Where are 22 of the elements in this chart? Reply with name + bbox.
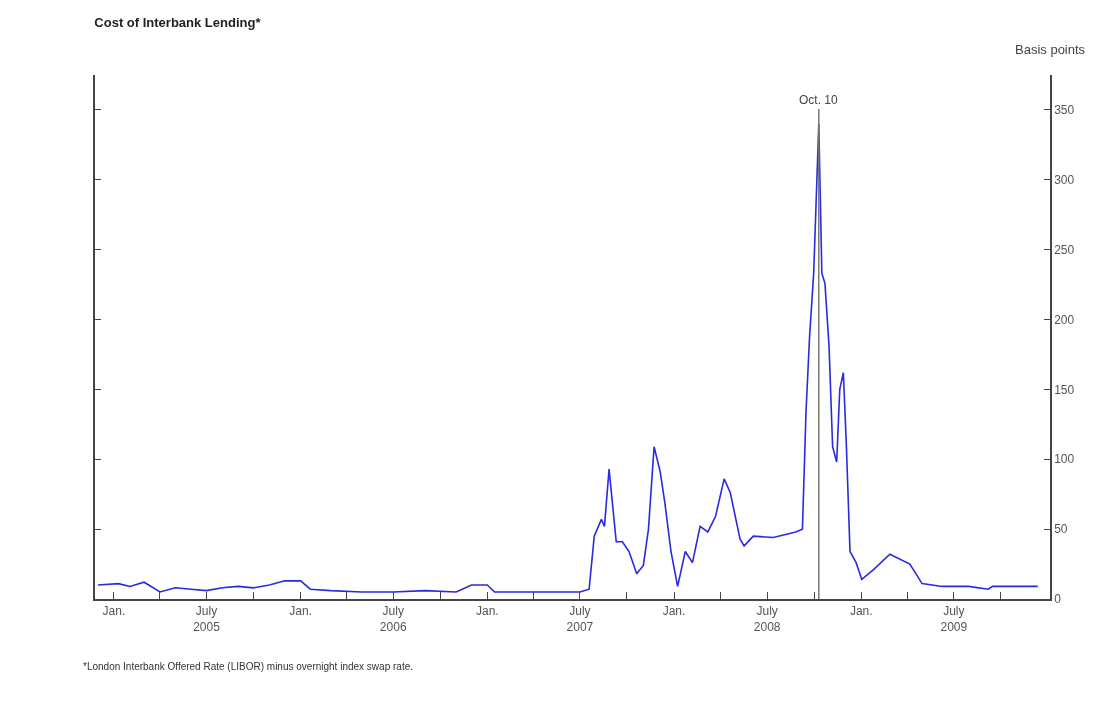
x-tick-label: Jan. <box>102 604 126 619</box>
x-tick-label: Jan. <box>289 604 312 619</box>
y-tick-label: 350 <box>1054 103 1075 118</box>
y-tick-label: 200 <box>1054 312 1075 327</box>
y-tick-label: 0 <box>1054 592 1062 607</box>
x-tick-label: July 2006 <box>379 604 407 634</box>
y-tick-label: 250 <box>1054 242 1075 257</box>
y-tick-label: 50 <box>1054 522 1068 537</box>
y-tick-label: 150 <box>1054 382 1075 397</box>
text: *London Interbank Offered Rate (LIBOR) minus overnight index swap rate. <box>83 661 413 672</box>
y-axis-title: Basis points <box>1015 42 1086 57</box>
y-tick-label: 300 <box>1054 173 1075 187</box>
y-tick-label: 100 <box>1054 452 1075 467</box>
x-tick-label: July 2007 <box>566 604 594 634</box>
x-tick-label: July 2009 <box>940 604 968 634</box>
x-tick-label: Jan. <box>849 604 873 619</box>
x-tick-label: Jan. <box>475 604 499 619</box>
chart-title: Cost of Interbank Lending* <box>94 15 262 31</box>
x-tick-label: July 2008 <box>753 604 781 634</box>
x-tick-label: July 2005 <box>193 604 221 634</box>
x-tick-label: Jan. <box>662 604 686 619</box>
ref-line-label: Oct. 10 <box>799 93 839 107</box>
